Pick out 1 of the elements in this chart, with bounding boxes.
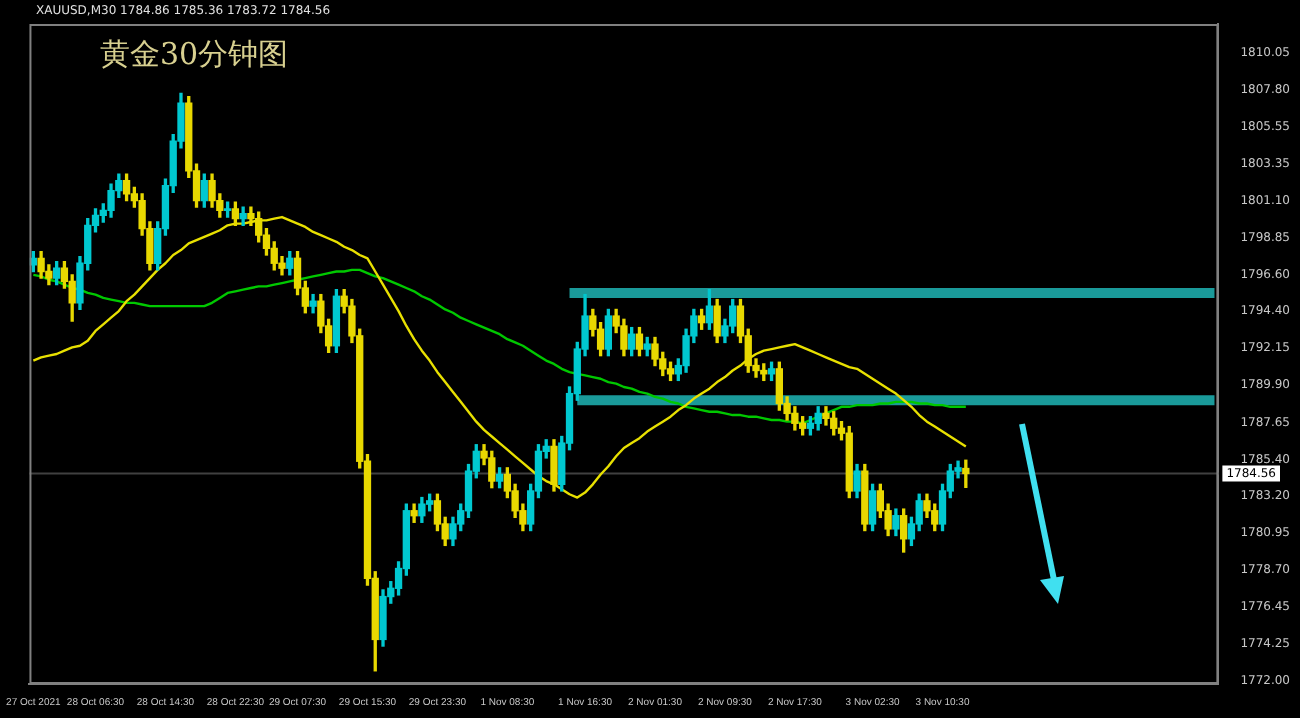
text: 黄金30分钟图 bbox=[100, 36, 289, 74]
